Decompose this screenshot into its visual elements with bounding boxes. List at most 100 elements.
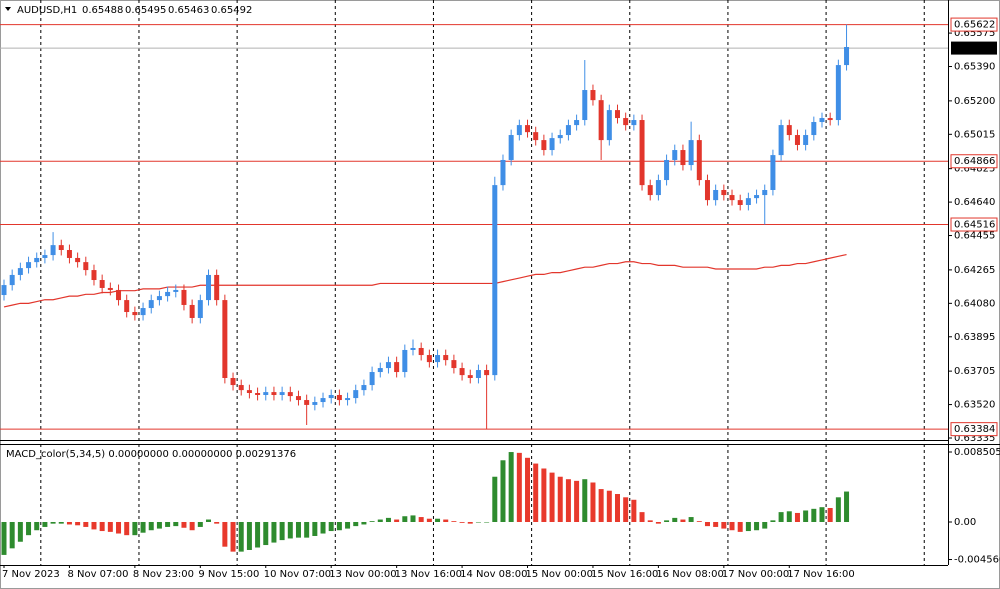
level-label: 0.63384 [954,424,995,435]
x-tick-label: 13 Nov 16:00 [395,569,462,580]
macd-bar [794,512,800,522]
macd-bar [156,521,162,529]
x-tick-label: 15 Nov 16:00 [591,569,658,580]
macd-bar [75,521,81,526]
macd-bar [664,520,670,522]
candle-body [26,262,32,269]
y-tick-label: 0.63520 [954,400,995,411]
candle-body [615,110,620,119]
candle-body [148,300,154,309]
candle-body [353,390,359,399]
candle-body [132,312,138,316]
candle-body [385,362,391,369]
candle-body [508,135,514,160]
macd-bar [680,519,686,522]
macd-bar [50,521,56,524]
macd-bar [745,521,751,532]
macd-bar [410,515,416,522]
macd-bar [263,521,269,546]
macd-bar [451,521,457,522]
candle-body [525,125,531,133]
macd-bar [688,517,694,522]
candle-body [696,140,702,181]
macd-bar [246,521,252,550]
menu-arrow[interactable] [5,7,11,11]
candle-body [156,296,162,301]
candle-body [369,372,375,386]
candle-body [516,125,522,136]
macd-bar [99,521,105,532]
macd-bar [549,472,555,522]
macd-y-tick-label: 0.0085054 [954,447,1000,458]
candle-body [320,398,326,403]
macd-bar [786,511,792,522]
candle-body [778,125,784,156]
macd-bar [132,521,138,536]
level-label: 0.64516 [954,220,995,231]
macd-bar [582,479,588,522]
candle-body [827,118,833,121]
moving-average [3,253,847,308]
macd-bar [124,521,130,536]
candle-body [811,122,817,136]
macd-bar [435,518,441,522]
macd-bar [811,508,817,522]
macd-bar [835,497,841,522]
macd-bar [295,521,301,538]
candle-body [50,245,56,256]
macd-bar [590,482,596,522]
macd-bar [140,521,146,533]
macd-bar [606,490,612,522]
candle-body [279,392,285,395]
macd-bar [525,457,531,522]
candle-body [467,375,473,378]
y-tick-label: 0.64080 [954,298,995,309]
macd-bar [42,521,48,527]
candle-body [631,120,637,126]
macd-bar [91,521,97,530]
candle-body [835,65,841,121]
macd-bar [655,521,661,524]
candle-body [541,140,547,151]
macd-bar [320,521,326,534]
macd-bar [533,463,539,522]
macd-bar [704,521,710,527]
candle-body [484,370,490,376]
y-tick-label: 0.65200 [954,96,995,107]
macd-bar [639,512,645,522]
macd-bar [34,521,40,531]
macd-bar [17,521,23,542]
candle-body [754,195,760,199]
candle-body [557,135,563,139]
level-label-box [950,422,998,437]
y-tick-label: 0.65015 [954,129,995,140]
candle-body [672,150,678,160]
candle-body [328,394,334,399]
candle-body [173,289,179,292]
candle-body [17,268,23,275]
quote-low: 0.65463 [168,5,209,16]
macd-bar [255,521,261,548]
macd-bar [729,521,735,531]
macd-bar [426,518,432,522]
candle-body [639,120,645,186]
macd-bar [844,491,850,522]
macd-bar [148,521,154,531]
quote-high: 0.65495 [125,5,166,16]
x-tick-label: 13 Nov 00:00 [329,569,396,580]
x-tick-label: 7 Nov 2023 [2,569,60,580]
macd-bar [475,521,481,523]
y-tick-label: 0.64640 [954,197,995,208]
candle-body [426,355,432,363]
candle-body [582,90,588,121]
macd-bar [181,521,187,528]
candle-body [42,255,48,258]
candle-body [590,90,596,101]
macd-bar [377,519,383,522]
macd-bar [623,497,629,522]
level-label: 0.65622 [954,20,995,31]
macd-bar [574,480,580,522]
macd-bar [116,521,122,534]
